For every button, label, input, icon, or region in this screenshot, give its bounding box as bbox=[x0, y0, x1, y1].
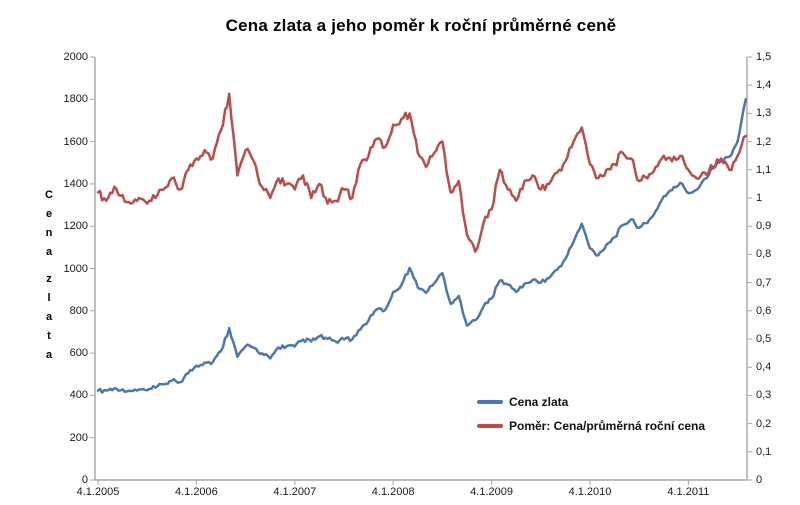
y-right-tick-label: 0,8 bbox=[756, 248, 772, 261]
y-left-tick-label: 400 bbox=[69, 389, 88, 402]
chart-title: Cena zlata a jeho poměr k roční průměrné… bbox=[225, 16, 617, 35]
y-right-tick-label: 0,2 bbox=[756, 417, 772, 430]
y-right-tick-label: 0,4 bbox=[756, 361, 772, 374]
y-right-tick-label: 1,2 bbox=[756, 135, 772, 148]
axis-title-letter: l bbox=[47, 292, 51, 304]
x-tick-label: 4.1.2010 bbox=[568, 486, 612, 498]
y-right-tick-label: 1,4 bbox=[756, 79, 772, 92]
y-right-tick-label: 0,5 bbox=[756, 333, 772, 345]
y-left-tick-label: 800 bbox=[69, 304, 88, 317]
y-right-tick-label: 0,1 bbox=[756, 445, 772, 458]
y-right-tick-label: 0 bbox=[756, 474, 763, 486]
axis-title-letter: e bbox=[45, 208, 53, 220]
axis-title-letter: n bbox=[45, 227, 53, 239]
y-right-tick-label: 0,6 bbox=[756, 304, 772, 317]
series-line-pomer bbox=[96, 92, 748, 253]
y-right-tick-label: 1,1 bbox=[756, 163, 772, 176]
y-right-tick-label: 0,3 bbox=[756, 389, 772, 402]
axis-title-letter: a bbox=[45, 349, 53, 361]
legend-label: Cena zlata bbox=[509, 395, 569, 409]
y-left-tick-label: 600 bbox=[69, 347, 88, 360]
axis-title-letter: C bbox=[45, 189, 53, 201]
legend-item-cena-zlata: Cena zlata bbox=[477, 390, 705, 414]
legend-item-pomer: Poměr: Cena/průměrná roční cena bbox=[477, 414, 705, 438]
legend: Cena zlata Poměr: Cena/průměrná roční ce… bbox=[477, 390, 705, 438]
y-left-tick-label: 1200 bbox=[63, 220, 88, 233]
x-tick-label: 4.1.2005 bbox=[76, 486, 120, 498]
y-right-tick-label: 0,9 bbox=[756, 220, 772, 233]
x-tick-label: 4.1.2011 bbox=[667, 486, 710, 498]
axis-title-letter: t bbox=[47, 330, 51, 342]
axis-title-letter: z bbox=[46, 273, 52, 285]
axis-title-letter: a bbox=[45, 246, 53, 258]
y-right-tick-label: 1,5 bbox=[756, 51, 772, 63]
legend-label: Poměr: Cena/průměrná roční cena bbox=[509, 419, 706, 433]
x-tick-label: 4.1.2008 bbox=[371, 486, 415, 498]
x-tick-label: 4.1.2006 bbox=[174, 486, 218, 498]
legend-swatch-ratio-line bbox=[477, 424, 503, 428]
x-tick-label: 4.1.2009 bbox=[470, 486, 513, 498]
y-left-tick-label: 2000 bbox=[63, 51, 88, 63]
y-left-tick-label: 1600 bbox=[63, 135, 88, 148]
y-right-tick-label: 1,3 bbox=[756, 107, 772, 120]
y-left-tick-label: 0 bbox=[81, 474, 88, 486]
series-line-cena-zlata bbox=[96, 98, 748, 394]
legend-swatch-gold-line bbox=[477, 400, 503, 404]
y-left-tick-label: 200 bbox=[69, 431, 88, 444]
y-left-tick-label: 1800 bbox=[63, 93, 88, 106]
y-right-tick-label: 1 bbox=[756, 192, 763, 204]
y-right-tick-label: 0,7 bbox=[756, 276, 772, 289]
y-left-tick-label: 1000 bbox=[63, 262, 88, 275]
y-left-tick-label: 1400 bbox=[63, 177, 88, 190]
axis-title-letter: a bbox=[45, 311, 53, 323]
x-tick-label: 4.1.2007 bbox=[273, 486, 317, 498]
